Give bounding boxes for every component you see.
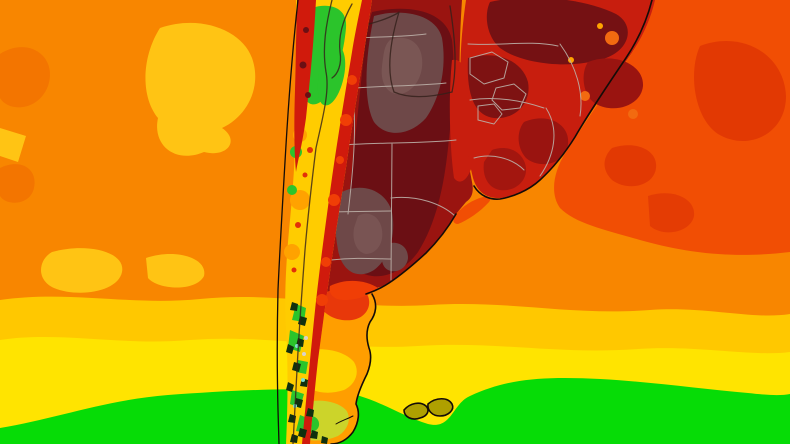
chaco-extreme-heat-inner	[381, 37, 423, 95]
argentina-south-red-fringe	[329, 280, 378, 300]
uruguay-dark-red-cell	[483, 148, 527, 191]
glacier-gray-speckles	[302, 336, 308, 356]
province-borders	[326, 33, 582, 281]
warm-ocean-deep-red-cells	[604, 41, 786, 233]
rio-de-la-plata	[453, 196, 491, 224]
falkland-islands	[403, 397, 454, 420]
atlantic-coastline	[330, 0, 653, 444]
buenos-aires-heat-cell	[381, 242, 408, 272]
mesopotamia-red-strip	[449, 59, 472, 182]
falkland-east-island	[427, 397, 454, 417]
ocean-band-green	[0, 378, 790, 444]
west-ocean-yellow-patches	[0, 22, 256, 293]
brazil-warm-spots	[580, 31, 638, 119]
andes-crest-border	[292, 0, 353, 444]
brazil-region	[460, 0, 655, 199]
falkland-west-island	[403, 402, 429, 420]
andes-maroon-dots	[299, 27, 311, 98]
chile-coastline	[276, 0, 299, 444]
andes-red-speckles	[291, 147, 313, 273]
andes-bright-red-cells	[316, 75, 357, 306]
brazil-dark-red-cell-east	[583, 58, 644, 109]
chile-north-red-strip	[294, 0, 316, 172]
andes-east-red-slope	[302, 0, 372, 444]
paraguay-maroon-cell	[467, 55, 529, 119]
brazil-dark-red-cell-south	[518, 118, 569, 165]
west-ocean-deep-orange-patches	[0, 47, 50, 203]
brazil-maroon-cell-north	[486, 0, 628, 65]
andes-strip	[276, 0, 372, 444]
pampa-extreme-heat-inner	[353, 213, 383, 254]
